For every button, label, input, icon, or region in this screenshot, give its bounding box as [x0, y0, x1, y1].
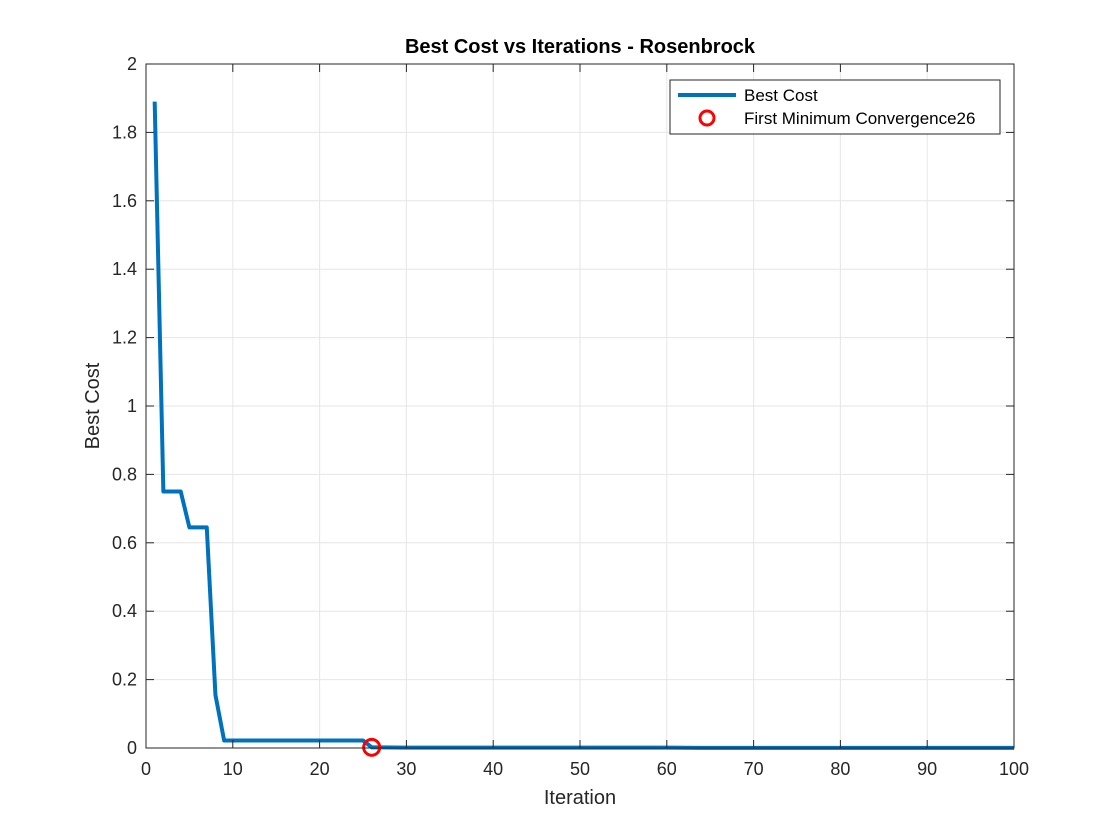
legend[interactable]: Best Cost First Minimum Convergence26 [669, 79, 1001, 135]
chart-title: Best Cost vs Iterations - Rosenbrock [405, 36, 756, 58]
grid [146, 64, 1014, 748]
x-tick-label: 20 [310, 759, 330, 779]
x-tick-label: 50 [570, 759, 590, 779]
x-tick-label: 30 [396, 759, 416, 779]
y-tick-label: 1 [127, 396, 137, 416]
y-tick-label: 1.6 [112, 191, 137, 211]
marker-layer [362, 737, 382, 757]
y-axis-label: Best Cost [82, 362, 104, 449]
legend-box [669, 79, 1001, 135]
y-tick-label: 0.4 [112, 601, 137, 621]
x-axis-label: Iteration [544, 787, 616, 809]
y-tick-label: 0.8 [112, 464, 137, 484]
x-tick-label: 70 [744, 759, 764, 779]
y-tick-label: 2 [127, 54, 137, 74]
x-tick-label: 80 [830, 759, 850, 779]
x-tick-label: 60 [657, 759, 677, 779]
y-tick-label: 1.2 [112, 328, 137, 348]
x-tick-label: 0 [141, 759, 151, 779]
legend-label-best-cost: Best Cost [744, 86, 818, 105]
y-tick-label: 0.2 [112, 670, 137, 690]
convergence-marker [362, 737, 382, 757]
legend-marker-swatch [698, 109, 716, 127]
y-tick-label: 0 [127, 738, 137, 758]
y-tick-label: 1.8 [112, 122, 137, 142]
x-tick-label: 90 [917, 759, 937, 779]
x-tick-label: 40 [483, 759, 503, 779]
x-tick-label: 100 [999, 759, 1029, 779]
ticks: 0 10 20 30 40 50 60 70 80 90 100 0 0.2 0.4 0.6 0.8 1 1.2 1… [112, 54, 1029, 779]
x-tick-label: 10 [223, 759, 243, 779]
y-tick-label: 0.6 [112, 533, 137, 553]
y-tick-label: 1.4 [112, 259, 137, 279]
legend-label-first-minimum: First Minimum Convergence26 [744, 109, 975, 128]
